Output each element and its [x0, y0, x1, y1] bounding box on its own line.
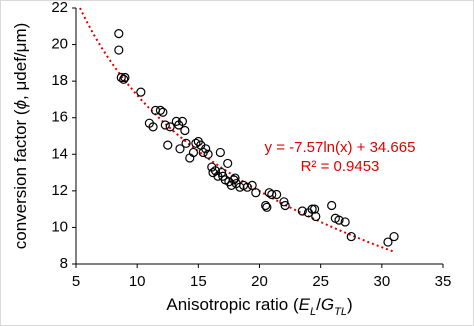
data-point — [175, 144, 185, 154]
x-axis-title-part: E — [299, 295, 311, 314]
data-point — [226, 180, 236, 190]
data-point — [383, 237, 393, 247]
data-point — [136, 87, 146, 97]
data-point — [114, 45, 124, 55]
data-point — [180, 125, 190, 136]
y-tick-label: 10 — [51, 218, 68, 235]
data-point — [188, 147, 199, 158]
y-tick-label: 14 — [51, 145, 68, 162]
data-point — [114, 28, 124, 39]
data-point — [148, 122, 158, 132]
data-point — [120, 72, 130, 83]
data-point — [327, 200, 337, 211]
y-tick-label: 16 — [51, 109, 68, 126]
data-point — [119, 74, 129, 84]
x-axis-title: Anisotropic ratio (EL/GTL) — [166, 295, 352, 317]
data-point — [165, 122, 175, 132]
y-axis-title-part: ϕ — [11, 100, 30, 109]
y-axis-title-part: , μdef/μm) — [11, 23, 30, 100]
data-point — [340, 217, 350, 227]
data-point — [242, 182, 252, 192]
x-tick-label: 5 — [72, 273, 80, 290]
data-point — [311, 211, 321, 222]
data-point — [160, 120, 170, 130]
data-point — [158, 107, 168, 117]
y-axis-title: conversion factor (ϕ, μdef/μm) — [11, 23, 30, 250]
x-tick-label: 10 — [129, 273, 146, 290]
x-axis-title-part: L — [310, 306, 316, 318]
data-point — [201, 144, 211, 154]
y-tick-label: 12 — [51, 182, 68, 199]
data-point — [297, 206, 307, 216]
data-point — [191, 138, 201, 148]
y-tick-label: 22 — [51, 0, 68, 16]
x-axis-title-part: / — [316, 295, 321, 314]
annotation: R² = 0.9453 — [301, 158, 380, 175]
x-axis-title-part: TL — [334, 306, 347, 318]
data-point — [230, 173, 240, 183]
data-point — [280, 200, 290, 211]
x-tick-label: 25 — [312, 273, 329, 290]
data-point — [389, 231, 399, 242]
data-point — [261, 200, 271, 211]
data-point — [334, 215, 344, 225]
data-point — [262, 202, 272, 212]
data-point — [155, 105, 166, 116]
data-point — [272, 189, 282, 200]
data-point — [307, 204, 317, 214]
y-tick-label: 18 — [51, 72, 68, 89]
data-point — [215, 147, 225, 158]
annotation: y = -7.57ln(x) + 34.665 — [265, 139, 416, 156]
y-tick-label: 8 — [60, 255, 68, 272]
data-point — [163, 140, 173, 150]
x-tick-label: 35 — [435, 273, 452, 290]
y-axis-title-part: conversion factor ( — [11, 109, 30, 249]
data-point — [223, 158, 233, 169]
data-point — [181, 138, 191, 148]
data-point — [346, 231, 356, 242]
data-point — [210, 166, 221, 176]
data-point — [177, 116, 188, 126]
x-tick-label: 30 — [373, 273, 390, 290]
data-point — [116, 72, 126, 83]
data-point — [251, 188, 261, 198]
y-tick-label: 20 — [51, 36, 68, 53]
x-axis-title-part: ) — [347, 295, 353, 314]
data-point — [247, 180, 257, 190]
data-point — [267, 189, 277, 200]
x-tick-label: 20 — [251, 273, 268, 290]
x-axis-title-part: G — [321, 295, 334, 314]
x-tick-label: 15 — [190, 273, 207, 290]
data-point — [203, 149, 213, 159]
x-axis-title-part: Anisotropic ratio ( — [166, 295, 299, 314]
